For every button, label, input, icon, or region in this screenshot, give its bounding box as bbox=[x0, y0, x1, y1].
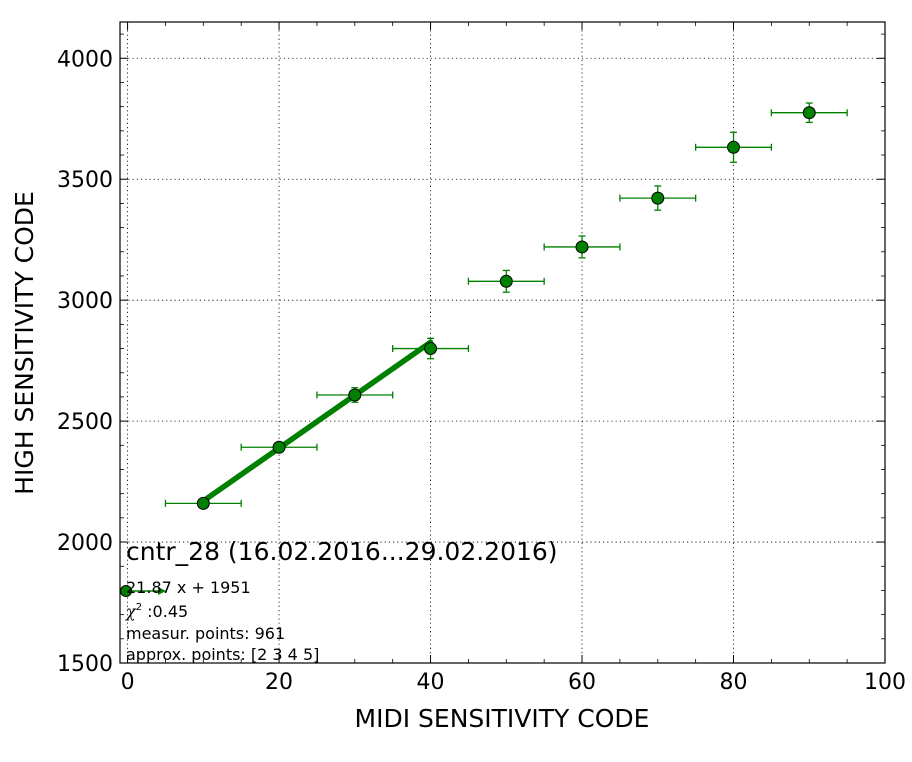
x-tick-label: 0 bbox=[121, 670, 135, 695]
data-points bbox=[196, 106, 816, 510]
fit-line-layer bbox=[200, 339, 434, 504]
y-tick-label: 2000 bbox=[57, 531, 113, 556]
data-point bbox=[348, 388, 362, 402]
fit-equation: 21.87 x + 1951 bbox=[126, 578, 251, 597]
y-tick-label: 4000 bbox=[57, 47, 113, 72]
y-tick-label: 3000 bbox=[57, 289, 113, 314]
y-axis-label: HIGH SENSITIVITY CODE bbox=[10, 191, 39, 495]
data-point bbox=[272, 440, 286, 454]
x-axis-label: MIDI SENSITIVITY CODE bbox=[355, 704, 650, 733]
data-point bbox=[651, 191, 665, 205]
measured-points: measur. points: 961 bbox=[126, 624, 285, 643]
chi-square: χ2 :0.45 bbox=[125, 602, 188, 621]
x-tick-label: 60 bbox=[568, 670, 596, 695]
y-tick-label: 2500 bbox=[57, 410, 113, 435]
y-tick-label: 1500 bbox=[57, 652, 113, 677]
data-point bbox=[424, 342, 438, 356]
x-tick-label: 40 bbox=[417, 670, 445, 695]
chi-symbol: χ bbox=[125, 602, 137, 621]
data-point bbox=[575, 240, 589, 254]
x-tick-label: 100 bbox=[864, 670, 906, 695]
annotation-title: cntr_28 (16.02.2016...29.02.2016) bbox=[126, 537, 558, 566]
legend-marker bbox=[120, 585, 132, 597]
y-tick-label: 3500 bbox=[57, 168, 113, 193]
x-tick-labels: 0 20 40 60 80 100 bbox=[121, 670, 906, 695]
y-tick-labels: 1500 2000 2500 3000 3500 4000 bbox=[57, 47, 113, 677]
data-point bbox=[727, 140, 741, 154]
approx-points: approx. points: [2 3 4 5] bbox=[126, 645, 319, 664]
plot-frame bbox=[119, 21, 886, 664]
plot-area bbox=[120, 22, 885, 663]
x-tick-label: 80 bbox=[720, 670, 748, 695]
data-point bbox=[196, 496, 210, 510]
x-tick-label: 20 bbox=[265, 670, 293, 695]
data-point bbox=[802, 106, 816, 120]
annotation-box: cntr_28 (16.02.2016...29.02.2016) 21.87 … bbox=[120, 537, 558, 664]
chi-exponent: 2 bbox=[136, 602, 142, 613]
chi-value: :0.45 bbox=[142, 602, 188, 621]
legend-arrow-head bbox=[158, 587, 166, 595]
data-point bbox=[499, 274, 513, 288]
fit-line bbox=[200, 339, 434, 504]
